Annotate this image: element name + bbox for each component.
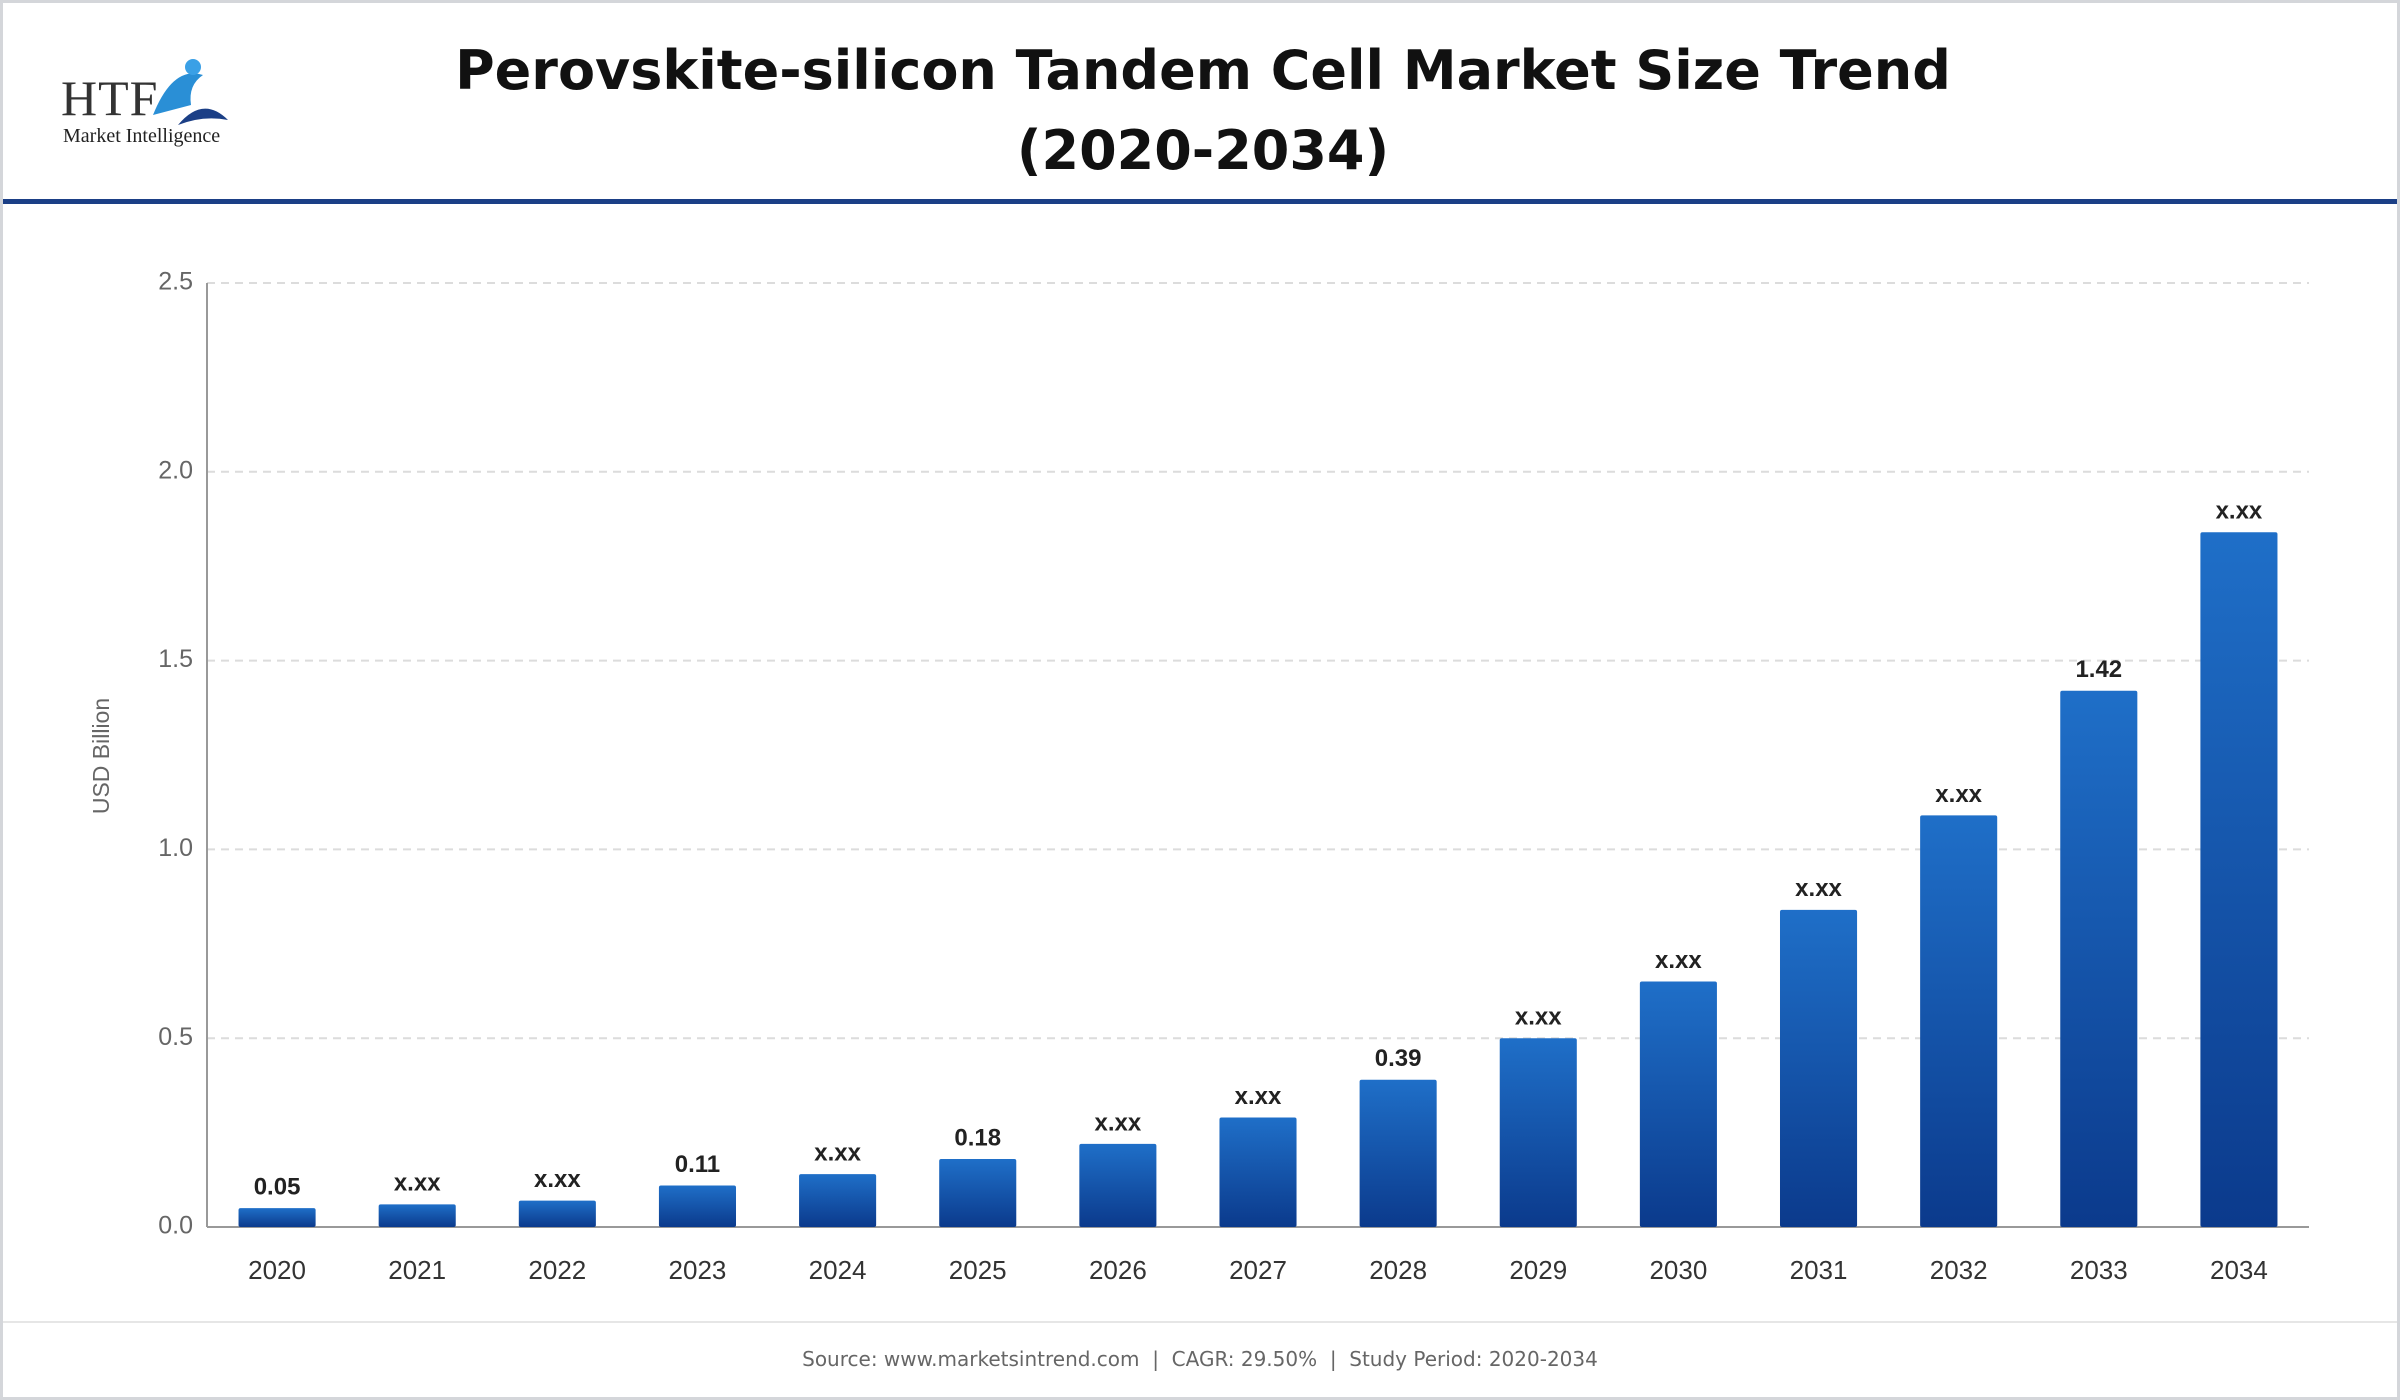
bar [1219, 1117, 1297, 1227]
value-label: x.xx [1795, 875, 1842, 902]
chart: USD Billion 0.0 0.5 1.0 1.5 2.0 2.5 2020 0.05 20… [88, 268, 2309, 1285]
y-tick-label: 0.5 [158, 1023, 193, 1051]
footer-rule [3, 1321, 2397, 1323]
x-tick-label: 2026 [1089, 1255, 1147, 1285]
logo-name: HTF [61, 70, 159, 126]
bar [518, 1200, 596, 1227]
y-tick-label: 1.0 [158, 834, 193, 862]
x-tick-label: 2027 [1229, 1255, 1287, 1285]
footer: Source: www.marketsintrend.com | CAGR: 2… [802, 1347, 1598, 1371]
y-tick-label: 2.5 [158, 268, 193, 296]
x-tick-label: 2022 [528, 1255, 586, 1285]
bar [1499, 1038, 1577, 1227]
logo-icon [153, 59, 228, 125]
x-tick-label: 2023 [669, 1255, 727, 1285]
value-label: x.xx [1935, 781, 1982, 808]
value-label: 0.11 [675, 1151, 720, 1178]
x-tick-label: 2030 [1649, 1255, 1707, 1285]
bar [1920, 815, 1998, 1227]
value-label: 0.18 [954, 1124, 1001, 1151]
value-label: 0.05 [254, 1173, 301, 1200]
value-label: x.xx [1095, 1109, 1142, 1136]
bar [2200, 532, 2278, 1227]
x-tick-label: 2033 [2070, 1255, 2128, 1285]
value-label: 1.42 [2075, 656, 2122, 683]
x-tick-label: 2034 [2210, 1255, 2268, 1285]
value-label: x.xx [534, 1166, 581, 1193]
y-tick-label: 0.0 [158, 1212, 193, 1240]
bar [1779, 909, 1858, 1227]
bar [1079, 1143, 1157, 1227]
value-label: x.xx [814, 1139, 861, 1166]
x-tick-label: 2021 [388, 1255, 446, 1285]
x-tick-label: 2028 [1369, 1255, 1427, 1285]
bar [1359, 1079, 1437, 1227]
bar [658, 1185, 737, 1227]
value-label: 0.39 [1375, 1045, 1422, 1072]
value-label: x.xx [1515, 1004, 1562, 1031]
x-tick-label: 2031 [1790, 1255, 1848, 1285]
bar [939, 1159, 1017, 1227]
x-tick-label: 2024 [809, 1255, 867, 1285]
x-tick-label: 2020 [248, 1255, 306, 1285]
value-label: x.xx [394, 1170, 441, 1197]
bar [799, 1174, 877, 1227]
value-label: x.xx [1655, 947, 1702, 974]
value-label: x.xx [1235, 1083, 1282, 1110]
x-tick-label: 2025 [949, 1255, 1007, 1285]
chart-title: Perovskite-silicon Tandem Cell Market Si… [455, 39, 1951, 182]
y-tick-label: 1.5 [158, 645, 193, 673]
value-label: x.xx [2216, 498, 2263, 525]
x-tick-label: 2032 [1930, 1255, 1988, 1285]
header-rule [3, 199, 2397, 204]
bar [1639, 981, 1717, 1227]
x-tick-label: 2029 [1509, 1255, 1567, 1285]
logo-tagline: Market Intelligence [63, 125, 221, 147]
bar [2060, 690, 2138, 1227]
y-tick-label: 2.0 [158, 456, 193, 484]
y-axis-label: USD Billion [88, 698, 114, 814]
bar [378, 1204, 456, 1227]
bar [238, 1208, 316, 1227]
